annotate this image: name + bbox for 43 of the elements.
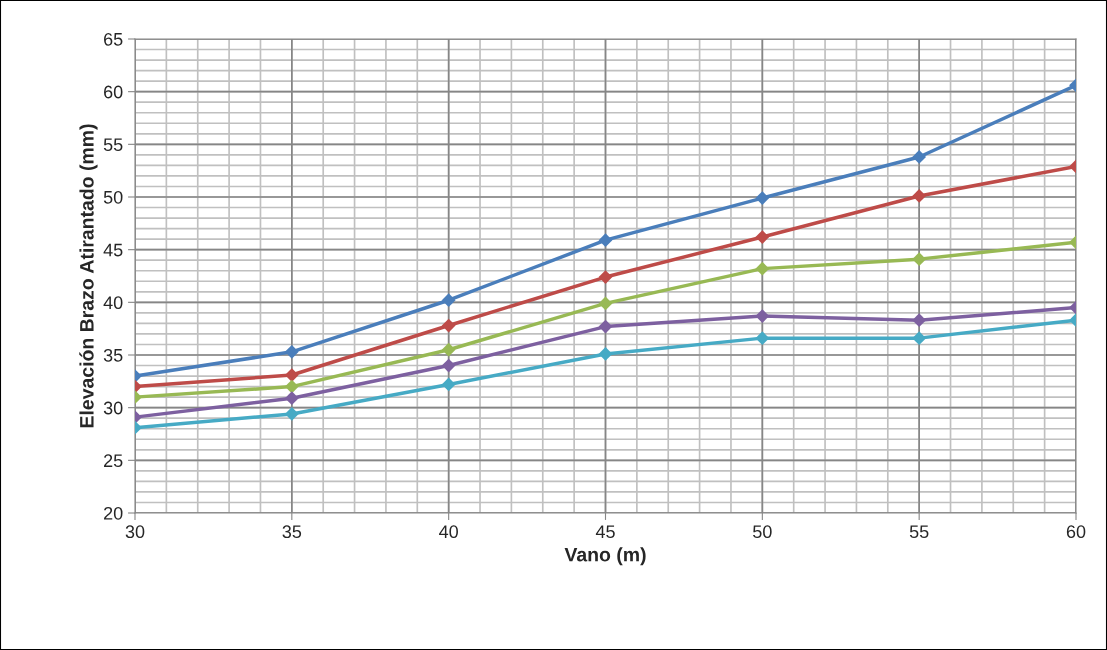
y-tick-label: 30 xyxy=(103,401,123,415)
point xyxy=(441,342,456,357)
y-tick-label: 50 xyxy=(103,190,123,204)
x-tick-label: 50 xyxy=(753,525,772,539)
point xyxy=(441,293,456,308)
y-tick-label: 25 xyxy=(104,454,123,468)
point xyxy=(912,189,927,203)
y-tick-label: 55 xyxy=(103,138,123,152)
x-tick-label: 30 xyxy=(125,525,145,539)
point xyxy=(598,347,613,361)
point xyxy=(755,261,770,276)
y-tick-label: 40 xyxy=(103,296,123,310)
point xyxy=(912,150,927,164)
point xyxy=(912,313,927,328)
y-tick-label: 35 xyxy=(103,348,123,362)
y-tick-label: 45 xyxy=(103,243,123,257)
point xyxy=(755,191,770,205)
point xyxy=(755,230,770,244)
point xyxy=(755,331,770,346)
x-tick-label: 40 xyxy=(439,525,458,539)
point xyxy=(912,252,927,267)
y-tick-label: 20 xyxy=(104,506,123,520)
point xyxy=(755,309,770,323)
point xyxy=(284,391,299,406)
point xyxy=(284,379,299,394)
point xyxy=(912,331,927,346)
point xyxy=(284,368,299,382)
point xyxy=(598,296,613,311)
y-axis-title: Elevación Brazo Atirantado (mm) xyxy=(79,124,98,428)
point xyxy=(441,377,456,392)
point xyxy=(441,318,456,333)
point xyxy=(598,270,613,284)
point xyxy=(598,233,613,248)
x-tick-label: 55 xyxy=(909,525,929,539)
point xyxy=(284,344,299,359)
x-tick-label: 35 xyxy=(282,525,302,539)
x-axis-title: Vano (m) xyxy=(564,547,646,566)
y-tick-label: 65 xyxy=(104,32,123,46)
point xyxy=(441,358,456,373)
x-tick-label: 60 xyxy=(1066,525,1086,539)
point xyxy=(284,407,299,421)
y-tick-label: 60 xyxy=(104,85,123,99)
x-tick-label: 45 xyxy=(595,525,615,539)
